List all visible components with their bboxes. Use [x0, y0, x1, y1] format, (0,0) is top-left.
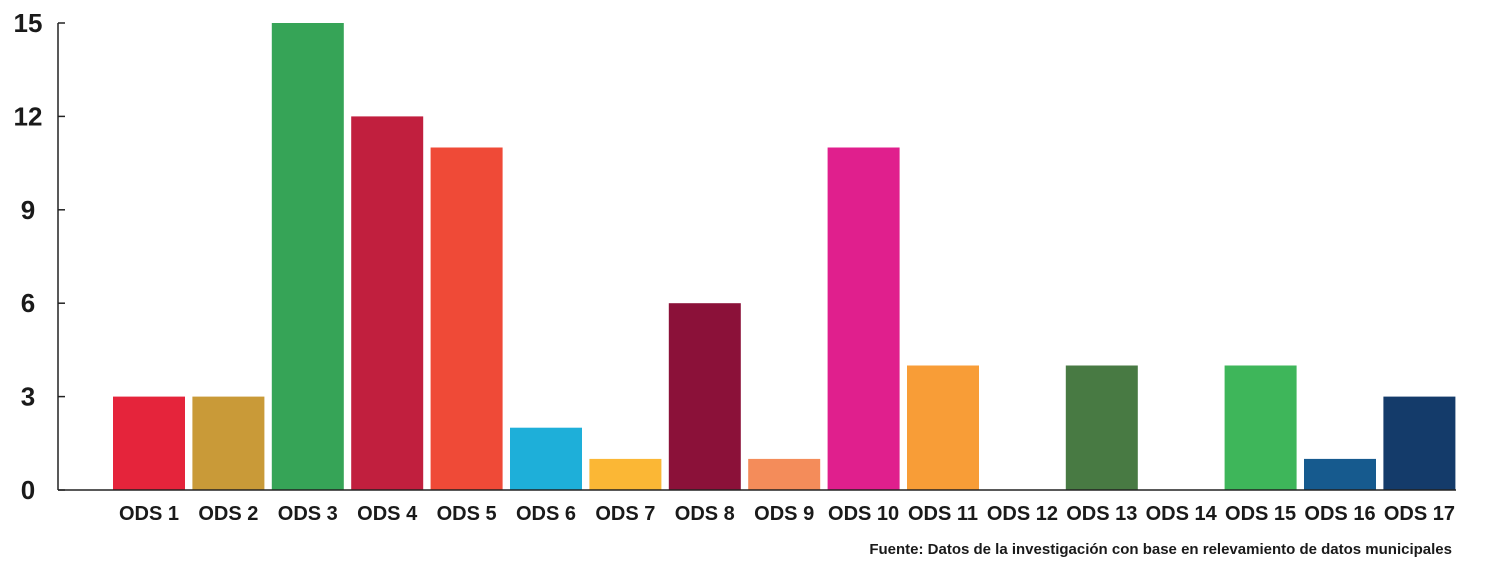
x-tick-label: ODS 13: [1066, 503, 1137, 525]
bar-ods-9: [748, 458, 821, 490]
x-tick-label: ODS 9: [754, 503, 814, 525]
bar-ods-11: [907, 365, 979, 490]
x-tick-label: ODS 4: [357, 503, 418, 525]
bar-ods-17: [1383, 396, 1456, 490]
bar-ods-3: [271, 23, 344, 490]
x-tick-label: ODS 8: [675, 503, 735, 525]
x-tick-label: ODS 10: [828, 503, 899, 525]
x-tick-label: ODS 2: [198, 503, 258, 525]
x-tick-label: ODS 11: [908, 503, 978, 525]
bar-ods-4: [351, 116, 424, 491]
source-note: Fuente: Datos de la investigación con ba…: [869, 541, 1452, 558]
x-tick-label: ODS 6: [516, 503, 576, 525]
bar-ods-2: [192, 396, 265, 490]
y-tick-label: 6: [21, 288, 35, 318]
bar-ods-7: [589, 458, 662, 490]
bar-ods-16: [1304, 458, 1376, 490]
x-tick-label: ODS 5: [437, 503, 497, 525]
x-tick-label: ODS 7: [595, 503, 655, 525]
x-tick-label: ODS 12: [987, 503, 1058, 525]
bar-ods-10: [827, 147, 900, 490]
x-tick-label: ODS 14: [1146, 503, 1218, 525]
bar-ods-6: [510, 427, 582, 490]
y-tick-label: 0: [21, 475, 35, 505]
x-tick-label: ODS 15: [1225, 503, 1296, 525]
y-tick-label: 9: [21, 195, 35, 225]
bar-ods-5: [430, 147, 503, 490]
bar-ods-1: [113, 396, 185, 490]
x-tick-label: ODS 1: [119, 503, 179, 525]
y-axis: 0 3 6 9 12 15: [14, 8, 65, 505]
bar-ods-8: [668, 303, 741, 490]
bars: [113, 23, 1456, 491]
y-tick-label: 3: [21, 382, 35, 412]
bar-ods-15: [1224, 365, 1297, 490]
x-tick-label: ODS 17: [1384, 503, 1455, 525]
y-tick-label: 12: [14, 101, 43, 131]
y-tick-label: 15: [14, 8, 43, 38]
bar-ods-13: [1065, 365, 1138, 490]
x-tick-label: ODS 3: [278, 503, 338, 525]
x-axis: ODS 1 ODS 2 ODS 3 ODS 4 ODS 5 ODS 6 ODS 7 ODS 8…: [58, 489, 1456, 525]
x-tick-label: ODS 16: [1304, 503, 1375, 525]
